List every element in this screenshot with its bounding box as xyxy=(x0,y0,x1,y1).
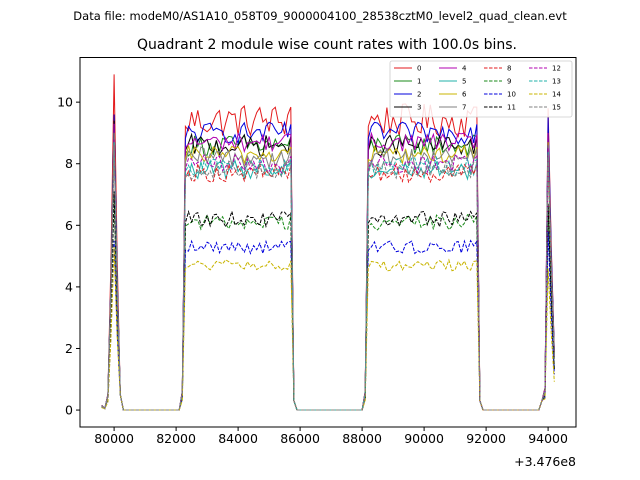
x-tick-label: 92000 xyxy=(466,431,506,446)
y-axis: 0 2 4 6 8 10 xyxy=(57,95,80,418)
series-line-6 xyxy=(101,132,555,411)
plot-lines xyxy=(101,74,555,411)
legend-label: 13 xyxy=(552,78,561,86)
series-line-3 xyxy=(101,120,555,411)
legend-label: 8 xyxy=(507,65,511,73)
series-line-9 xyxy=(101,194,555,411)
legend-label: 12 xyxy=(552,65,561,73)
y-tick-label: 0 xyxy=(65,403,73,418)
y-tick-label: 8 xyxy=(65,156,73,171)
series-line-13 xyxy=(101,142,555,411)
series-line-0 xyxy=(101,74,555,411)
x-offset-label: +3.476e8 xyxy=(514,454,576,469)
legend-label: 15 xyxy=(552,104,561,112)
series-line-12 xyxy=(101,139,555,411)
legend-label: 14 xyxy=(552,91,561,99)
series-line-4 xyxy=(101,123,555,411)
y-tick-label: 2 xyxy=(65,341,73,356)
legend-label: 2 xyxy=(417,91,421,99)
series-line-5 xyxy=(101,139,555,411)
x-axis: 80000 82000 84000 86000 88000 90000 92000 94000 xyxy=(94,427,568,446)
x-tick-label: 86000 xyxy=(280,431,320,446)
x-tick-label: 82000 xyxy=(156,431,196,446)
legend-label: 3 xyxy=(417,104,421,112)
series-line-7 xyxy=(101,132,555,411)
x-tick-label: 84000 xyxy=(218,431,258,446)
legend-box xyxy=(389,60,573,118)
legend-label: 6 xyxy=(462,91,467,99)
x-tick-label: 80000 xyxy=(94,431,134,446)
series-line-11 xyxy=(101,191,555,411)
series-line-8 xyxy=(101,145,555,411)
legend-label: 5 xyxy=(462,78,466,86)
series-line-15 xyxy=(101,145,555,411)
x-tick-label: 90000 xyxy=(404,431,444,446)
x-tick-label: 94000 xyxy=(528,431,568,446)
legend-label: 11 xyxy=(507,104,516,112)
legend-label: 0 xyxy=(417,65,421,73)
chart-suptitle: Data file: modeM0/AS1A10_058T09_90000041… xyxy=(73,9,567,23)
y-tick-label: 10 xyxy=(57,95,73,110)
chart-title: Quadrant 2 module wise count rates with … xyxy=(137,37,517,53)
legend-label: 1 xyxy=(417,78,421,86)
y-tick-label: 4 xyxy=(65,279,73,294)
series-line-10 xyxy=(101,231,555,411)
series-line-1 xyxy=(101,117,555,411)
legend-label: 4 xyxy=(462,65,467,73)
series-line-2 xyxy=(101,114,555,411)
x-tick-label: 88000 xyxy=(342,431,382,446)
plot-frame xyxy=(79,57,577,428)
y-tick-label: 6 xyxy=(65,218,73,233)
legend-label: 10 xyxy=(507,91,516,99)
series-line-14 xyxy=(101,246,555,411)
legend-label: 9 xyxy=(507,78,511,86)
legend-label: 7 xyxy=(462,104,466,112)
